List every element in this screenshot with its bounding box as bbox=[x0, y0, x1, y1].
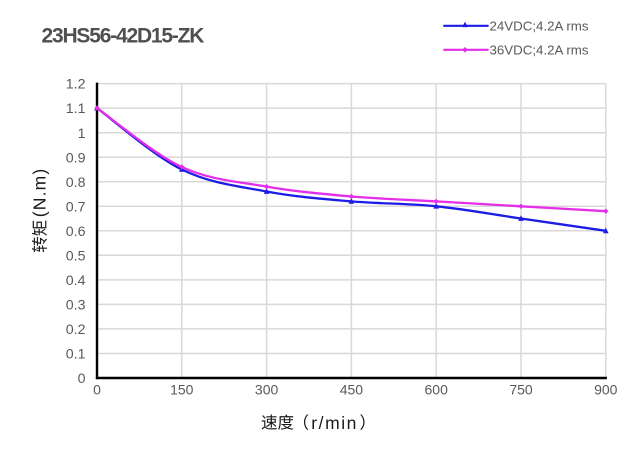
svg-text:0.7: 0.7 bbox=[66, 199, 86, 215]
svg-text:150: 150 bbox=[170, 382, 194, 398]
svg-text:0.6: 0.6 bbox=[66, 224, 86, 240]
svg-text:0.2: 0.2 bbox=[66, 322, 86, 338]
svg-text:0: 0 bbox=[93, 382, 101, 398]
svg-text:1.2: 1.2 bbox=[66, 77, 86, 93]
svg-text:600: 600 bbox=[425, 382, 449, 398]
svg-text:0.8: 0.8 bbox=[66, 175, 86, 191]
svg-text:0: 0 bbox=[78, 371, 86, 387]
svg-text:1.1: 1.1 bbox=[66, 101, 86, 117]
svg-text:r/min: r/min bbox=[311, 413, 358, 433]
svg-text:450: 450 bbox=[340, 382, 364, 398]
svg-text:300: 300 bbox=[255, 382, 279, 398]
svg-text:36VDC;4.2A rms: 36VDC;4.2A rms bbox=[490, 42, 589, 57]
svg-text:900: 900 bbox=[594, 382, 618, 398]
svg-text:0.3: 0.3 bbox=[66, 298, 86, 314]
svg-text:24VDC;4.2A rms: 24VDC;4.2A rms bbox=[490, 18, 589, 33]
svg-text:0.1: 0.1 bbox=[66, 347, 86, 363]
svg-text:1: 1 bbox=[78, 126, 86, 142]
svg-text:0.9: 0.9 bbox=[66, 150, 86, 166]
svg-text:23HS56-42D15-ZK: 23HS56-42D15-ZK bbox=[42, 25, 205, 48]
svg-text:0.5: 0.5 bbox=[66, 248, 86, 264]
svg-text:750: 750 bbox=[509, 382, 533, 398]
svg-text:0.4: 0.4 bbox=[66, 273, 86, 289]
svg-text:(N.m): (N.m) bbox=[30, 168, 50, 218]
